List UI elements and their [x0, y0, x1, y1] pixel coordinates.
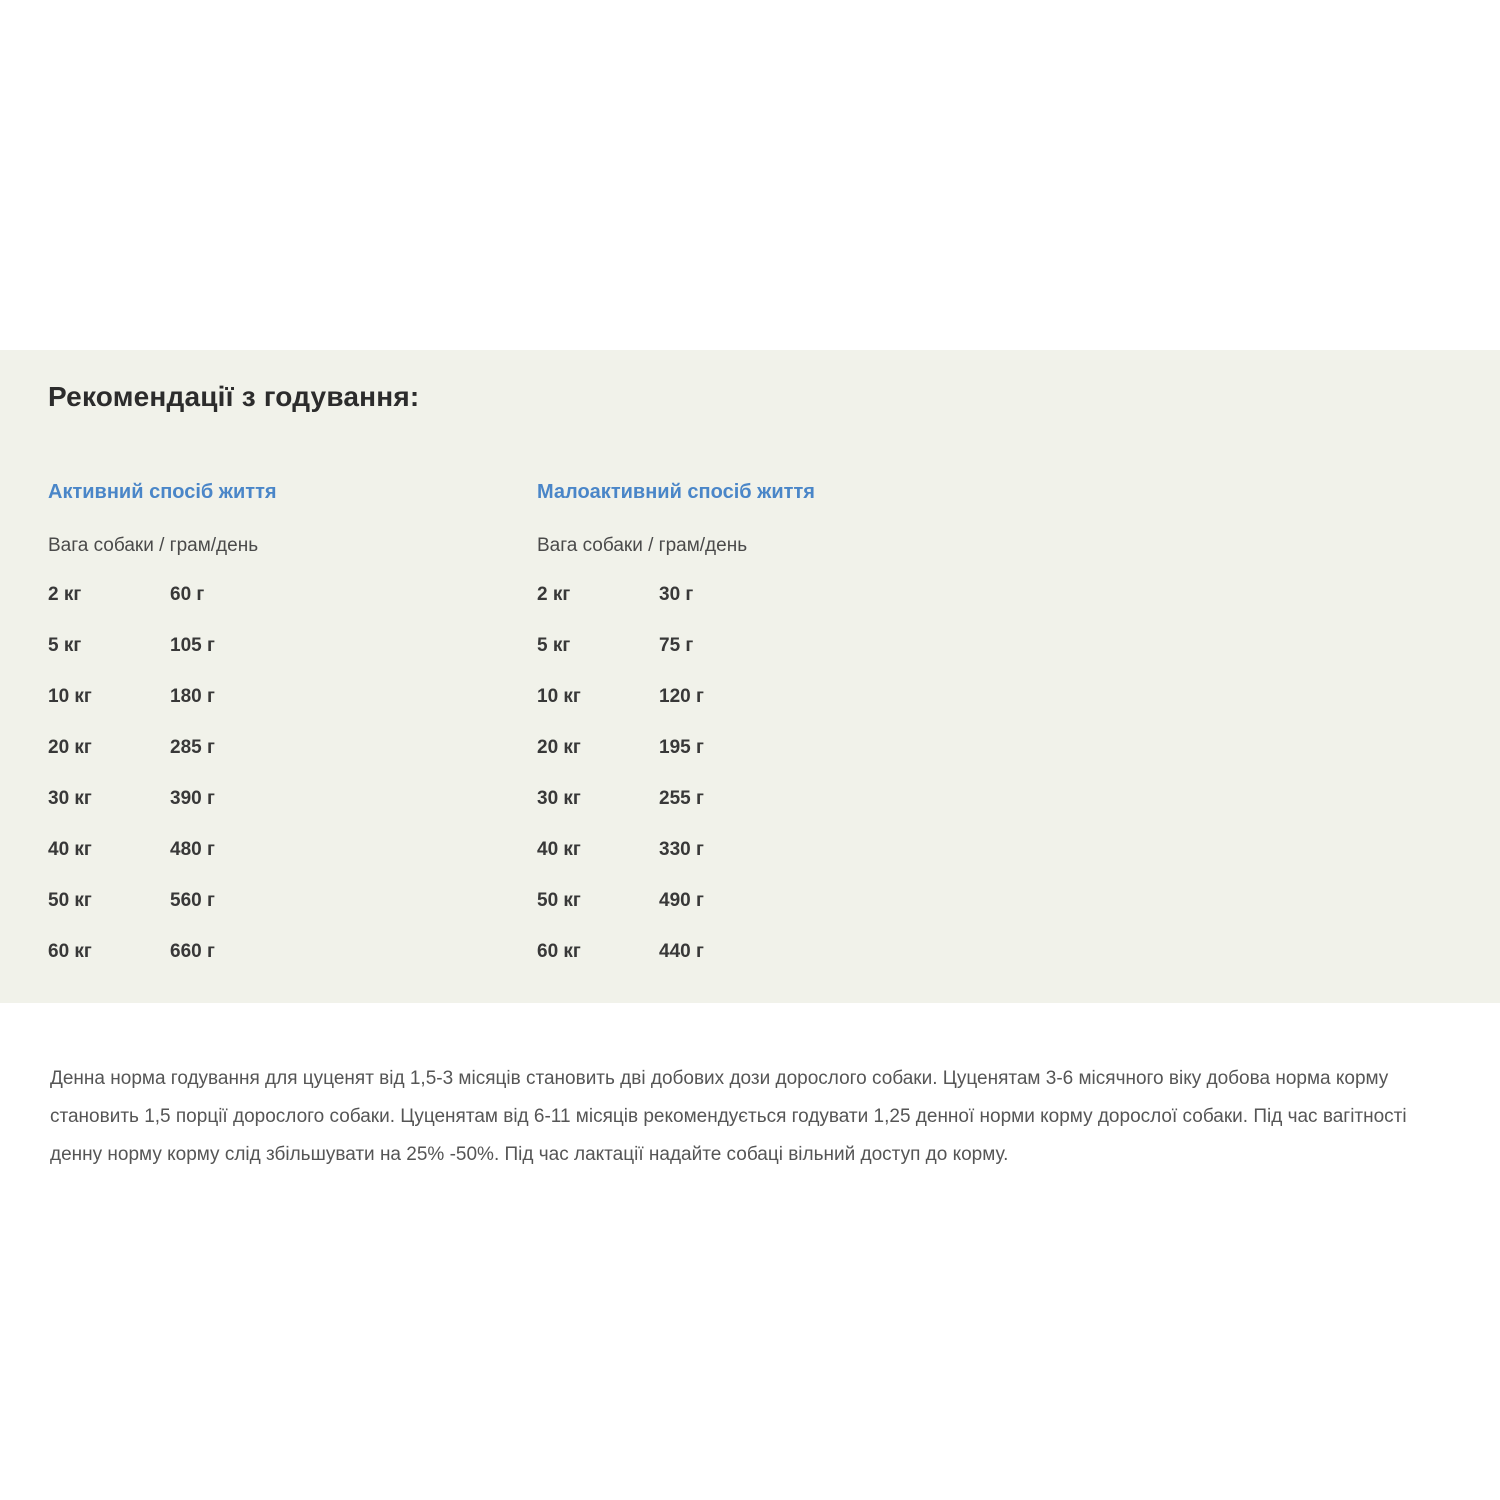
table-row: 40 кг 480 г: [48, 824, 277, 875]
weight-cell: 20 кг: [48, 736, 92, 758]
table-row: 60 кг 660 г: [48, 926, 277, 977]
amount-cell: 490 г: [659, 889, 704, 911]
table-row: 30 кг 255 г: [537, 773, 815, 824]
feeding-table-active: 2 кг 60 г 5 кг 105 г 10 кг 180 г 20 кг 2…: [48, 569, 277, 977]
weight-cell: 20 кг: [537, 736, 581, 758]
amount-cell: 60 г: [170, 583, 205, 605]
amount-cell: 195 г: [659, 736, 704, 758]
feeding-column-active: Активний спосіб життя Вага собаки / грам…: [48, 481, 277, 977]
weight-cell: 10 кг: [48, 685, 92, 707]
feeding-note: Денна норма годування для цуценят від 1,…: [50, 1068, 1407, 1165]
column-header-active: Активний спосіб життя: [48, 481, 277, 503]
weight-cell: 30 кг: [537, 787, 581, 809]
amount-cell: 390 г: [170, 787, 215, 809]
weight-cell: 30 кг: [48, 787, 92, 809]
column-header-low-activity: Малоактивний спосіб життя: [537, 481, 815, 503]
feeding-column-low-activity: Малоактивний спосіб життя Вага собаки / …: [537, 481, 815, 977]
amount-cell: 330 г: [659, 838, 704, 860]
table-row: 50 кг 490 г: [537, 875, 815, 926]
column-subheader-low-activity: Вага собаки / грам/день: [537, 535, 748, 556]
table-row: 50 кг 560 г: [48, 875, 277, 926]
table-row: 2 кг 60 г: [48, 569, 277, 620]
feeding-table-low-activity: 2 кг 30 г 5 кг 75 г 10 кг 120 г 20 кг 19…: [537, 569, 815, 977]
weight-cell: 5 кг: [48, 634, 82, 656]
column-subheader-active: Вага собаки / грам/день: [48, 535, 259, 556]
weight-cell: 10 кг: [537, 685, 581, 707]
table-row: 2 кг 30 г: [537, 569, 815, 620]
weight-cell: 40 кг: [537, 838, 581, 860]
weight-cell: 2 кг: [537, 583, 571, 605]
table-row: 30 кг 390 г: [48, 773, 277, 824]
amount-cell: 30 г: [659, 583, 694, 605]
weight-cell: 40 кг: [48, 838, 92, 860]
table-row: 40 кг 330 г: [537, 824, 815, 875]
amount-cell: 120 г: [659, 685, 704, 707]
amount-cell: 75 г: [659, 634, 694, 656]
amount-cell: 285 г: [170, 736, 215, 758]
amount-cell: 440 г: [659, 940, 704, 962]
amount-cell: 560 г: [170, 889, 215, 911]
weight-cell: 60 кг: [537, 940, 581, 962]
amount-cell: 255 г: [659, 787, 704, 809]
table-row: 5 кг 105 г: [48, 620, 277, 671]
page-title: Рекомендації з годування:: [48, 381, 420, 413]
weight-cell: 50 кг: [48, 889, 92, 911]
table-row: 5 кг 75 г: [537, 620, 815, 671]
table-row: 10 кг 120 г: [537, 671, 815, 722]
amount-cell: 180 г: [170, 685, 215, 707]
weight-cell: 60 кг: [48, 940, 92, 962]
amount-cell: 660 г: [170, 940, 215, 962]
table-row: 10 кг 180 г: [48, 671, 277, 722]
table-row: 60 кг 440 г: [537, 926, 815, 977]
weight-cell: 5 кг: [537, 634, 571, 656]
amount-cell: 105 г: [170, 634, 215, 656]
table-row: 20 кг 195 г: [537, 722, 815, 773]
table-row: 20 кг 285 г: [48, 722, 277, 773]
amount-cell: 480 г: [170, 838, 215, 860]
weight-cell: 2 кг: [48, 583, 82, 605]
weight-cell: 50 кг: [537, 889, 581, 911]
feeding-section-background: [0, 350, 1500, 1003]
